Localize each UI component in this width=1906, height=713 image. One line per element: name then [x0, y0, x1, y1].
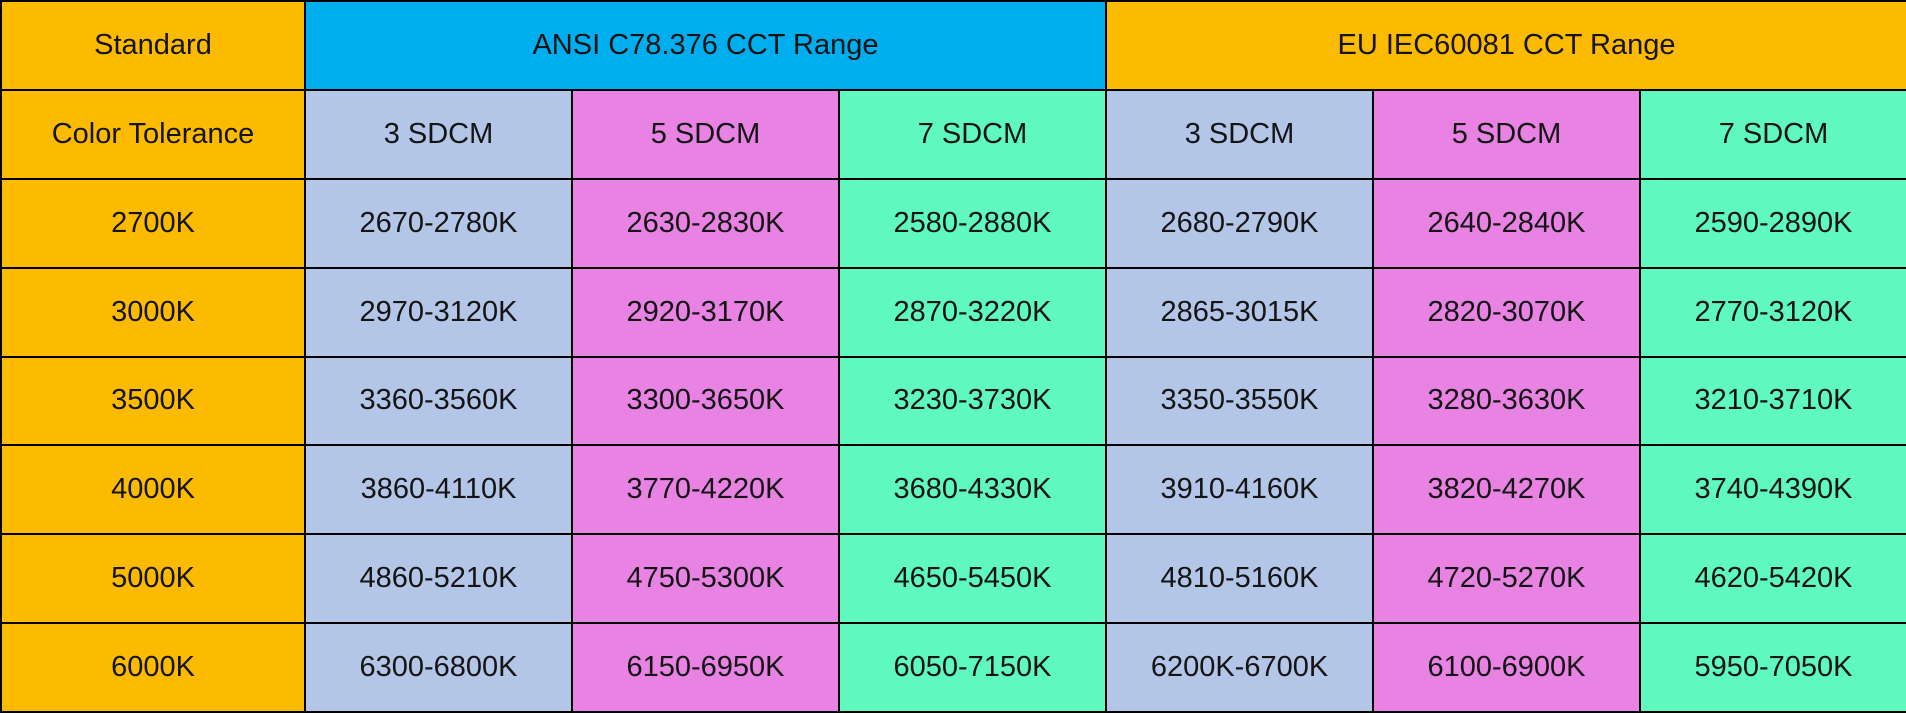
range-cell: 3210-3710K [1639, 355, 1906, 447]
range-cell: 6300-6800K [304, 622, 573, 713]
range-cell: 2670-2780K [304, 177, 573, 269]
range-cell: 3860-4110K [304, 444, 573, 536]
cct-label-cell: 2700K [0, 177, 306, 269]
range-cell: 2640-2840K [1372, 177, 1641, 269]
eu-7sdcm-header-cell: 7 SDCM [1639, 88, 1906, 180]
cct-label-cell: 5000K [0, 533, 306, 625]
range-cell: 3820-4270K [1372, 444, 1641, 536]
cct-label-cell: 3500K [0, 355, 306, 447]
range-cell: 2680-2790K [1105, 177, 1374, 269]
range-cell: 2630-2830K [571, 177, 840, 269]
range-cell: 2970-3120K [304, 266, 573, 358]
range-cell: 3230-3730K [838, 355, 1107, 447]
color-tolerance-label-cell: Color Tolerance [0, 88, 306, 180]
range-cell: 2770-3120K [1639, 266, 1906, 358]
tolerance-row: Color Tolerance 3 SDCM 5 SDCM 7 SDCM 3 S… [0, 88, 1906, 180]
range-cell: 3360-3560K [304, 355, 573, 447]
eu-group-header-cell: EU IEC60081 CCT Range [1105, 0, 1906, 91]
range-cell: 2580-2880K [838, 177, 1107, 269]
range-cell: 3680-4330K [838, 444, 1107, 536]
range-cell: 2590-2890K [1639, 177, 1906, 269]
cct-label-cell: 3000K [0, 266, 306, 358]
range-cell: 2865-3015K [1105, 266, 1374, 358]
range-cell: 3910-4160K [1105, 444, 1374, 536]
range-cell: 4860-5210K [304, 533, 573, 625]
table-row-3000k: 3000K 2970-3120K 2920-3170K 2870-3220K 2… [0, 266, 1906, 358]
range-cell: 3280-3630K [1372, 355, 1641, 447]
range-cell: 4620-5420K [1639, 533, 1906, 625]
range-cell: 3300-3650K [571, 355, 840, 447]
ansi-7sdcm-header-cell: 7 SDCM [838, 88, 1107, 180]
range-cell: 3770-4220K [571, 444, 840, 536]
range-cell: 4650-5450K [838, 533, 1107, 625]
table-row-2700k: 2700K 2670-2780K 2630-2830K 2580-2880K 2… [0, 177, 1906, 269]
range-cell: 6150-6950K [571, 622, 840, 713]
range-cell: 4810-5160K [1105, 533, 1374, 625]
table-row-5000k: 5000K 4860-5210K 4750-5300K 4650-5450K 4… [0, 533, 1906, 625]
range-cell: 6050-7150K [838, 622, 1107, 713]
range-cell: 2820-3070K [1372, 266, 1641, 358]
table-row-4000k: 4000K 3860-4110K 3770-4220K 3680-4330K 3… [0, 444, 1906, 536]
cct-label-cell: 6000K [0, 622, 306, 713]
table-row-3500k: 3500K 3360-3560K 3300-3650K 3230-3730K 3… [0, 355, 1906, 447]
eu-5sdcm-header-cell: 5 SDCM [1372, 88, 1641, 180]
table-row-6000k: 6000K 6300-6800K 6150-6950K 6050-7150K 6… [0, 622, 1906, 713]
range-cell: 4750-5300K [571, 533, 840, 625]
cct-label-cell: 4000K [0, 444, 306, 536]
range-cell: 6200K-6700K [1105, 622, 1374, 713]
range-cell: 3740-4390K [1639, 444, 1906, 536]
range-cell: 6100-6900K [1372, 622, 1641, 713]
ansi-3sdcm-header-cell: 3 SDCM [304, 88, 573, 180]
eu-3sdcm-header-cell: 3 SDCM [1105, 88, 1374, 180]
ansi-group-header-cell: ANSI C78.376 CCT Range [304, 0, 1107, 91]
ansi-5sdcm-header-cell: 5 SDCM [571, 88, 840, 180]
range-cell: 2920-3170K [571, 266, 840, 358]
range-cell: 3350-3550K [1105, 355, 1374, 447]
range-cell: 4720-5270K [1372, 533, 1641, 625]
range-cell: 2870-3220K [838, 266, 1107, 358]
header-row: Standard ANSI C78.376 CCT Range EU IEC60… [0, 0, 1906, 91]
standard-header-cell: Standard [0, 0, 306, 91]
range-cell: 5950-7050K [1639, 622, 1906, 713]
